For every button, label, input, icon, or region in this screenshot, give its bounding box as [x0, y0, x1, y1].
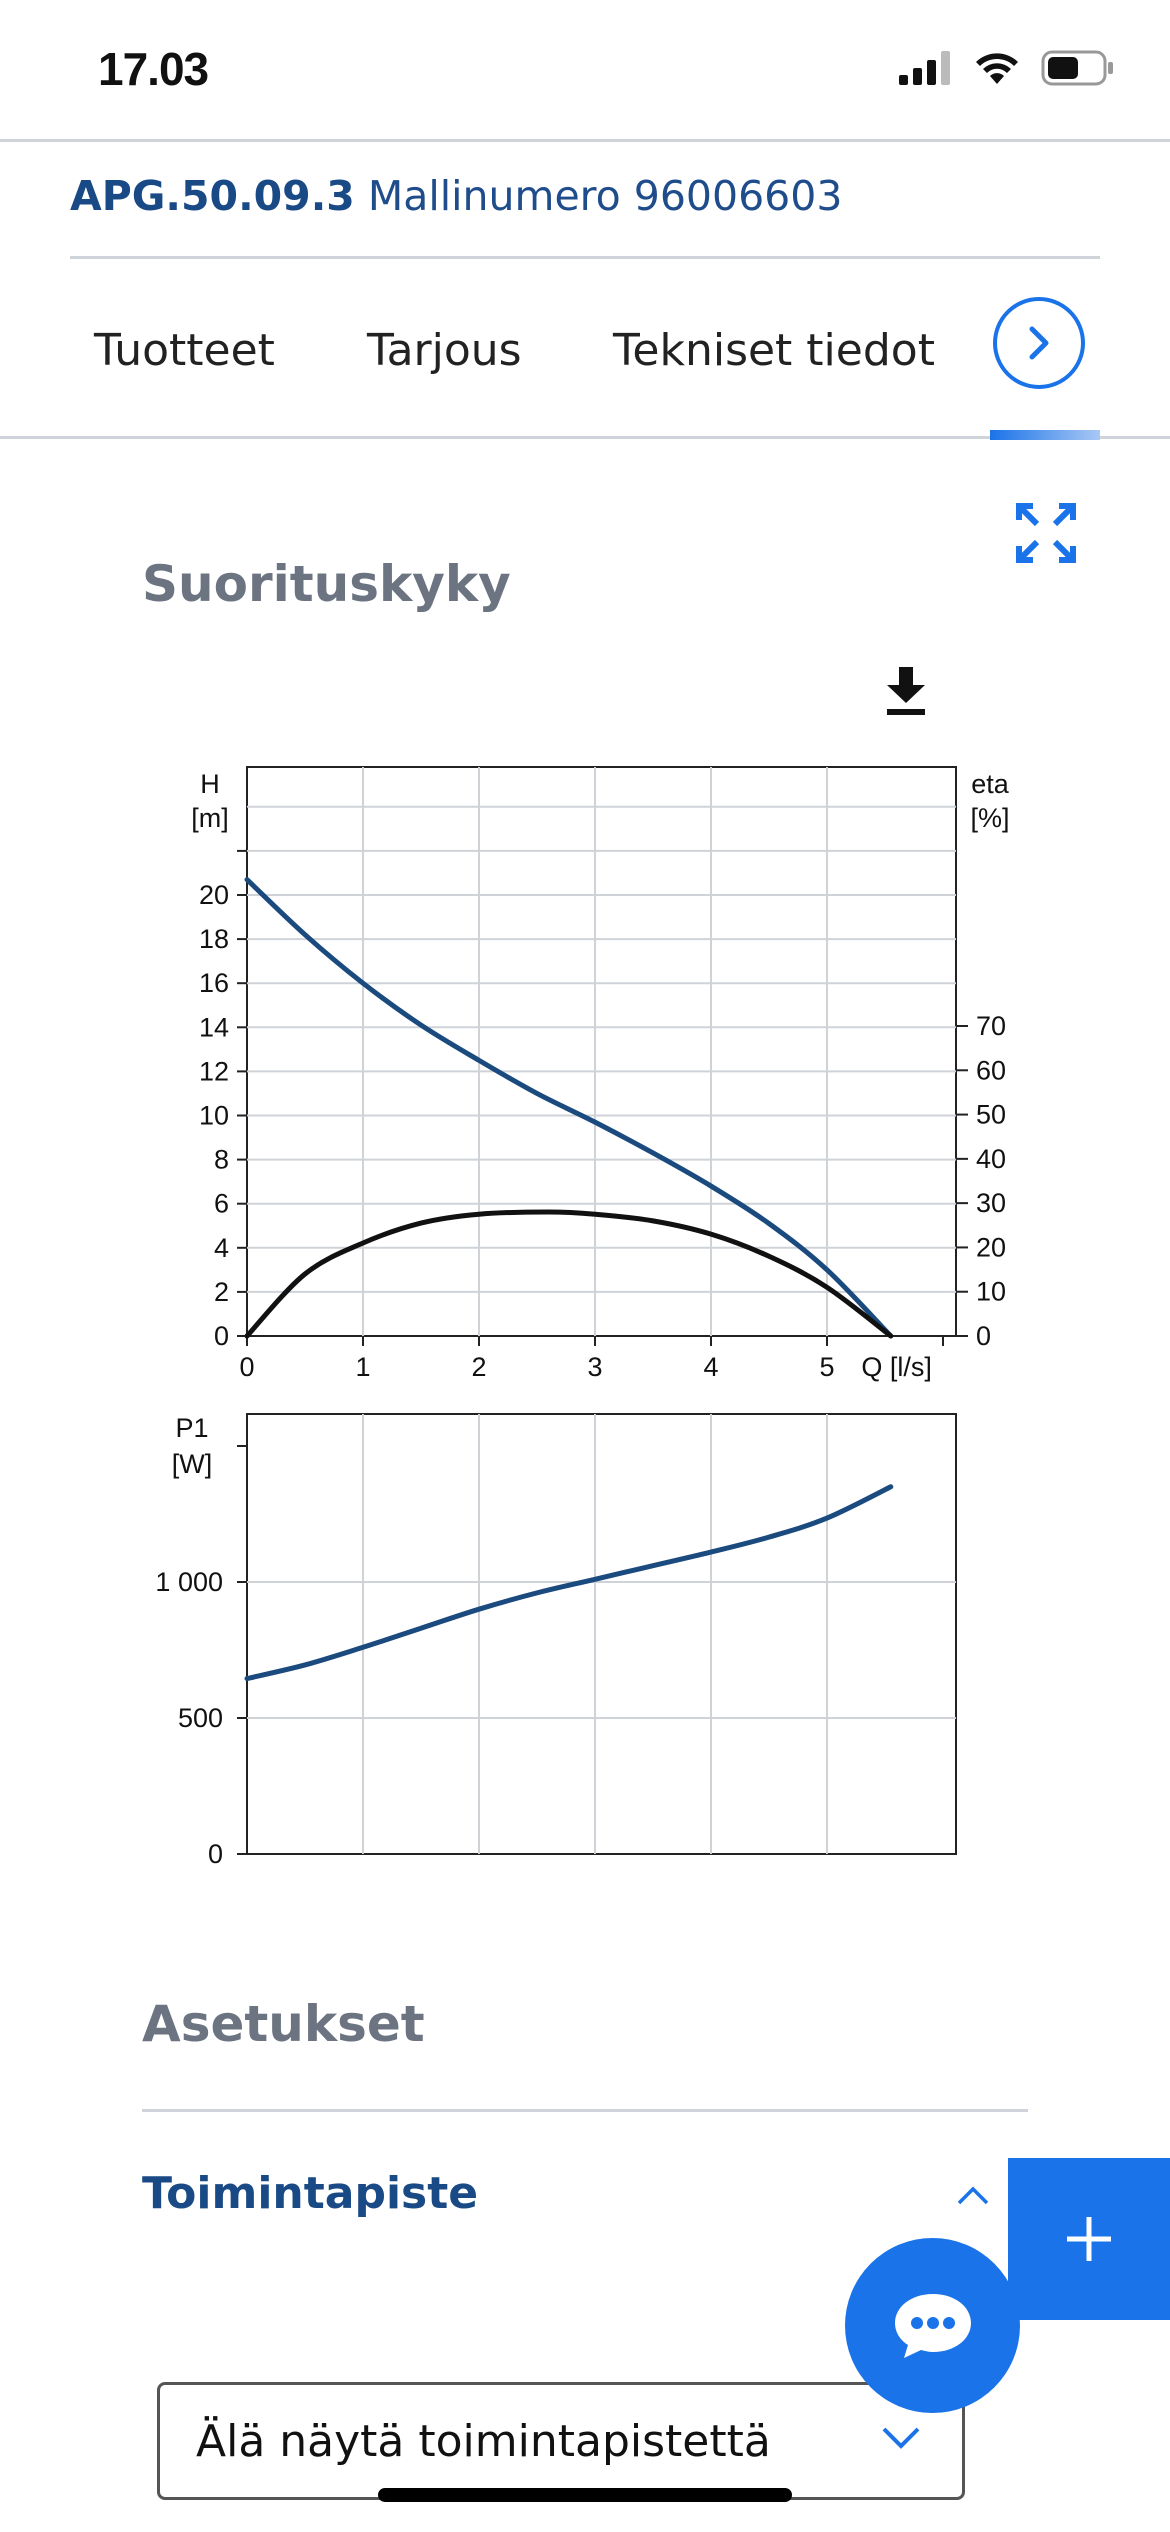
chart2-ytick-label: 0 [208, 1839, 223, 1869]
chart1-ytick-label: 6 [214, 1189, 229, 1219]
chart1-xtick-label: 3 [587, 1352, 602, 1382]
chart2-frame [246, 1413, 957, 1855]
chevron-right-icon [1029, 326, 1049, 360]
performance-title: Suorituskyky [142, 555, 511, 613]
chart1-y2label: eta [971, 769, 1010, 799]
product-name: APG.50.09.3 [70, 172, 355, 220]
chart1-ytick-label: 4 [214, 1233, 229, 1263]
chart2-power-curve [244, 1484, 894, 1682]
chart1-y2tick-label: 40 [976, 1144, 1006, 1174]
chevron-up-icon [957, 2186, 989, 2205]
chart1-y2tick-label: 30 [976, 1188, 1006, 1218]
tabs-next-button[interactable] [993, 297, 1085, 389]
chart1-xtick-label: 2 [471, 1352, 486, 1382]
download-button[interactable] [885, 665, 927, 721]
chart1-ytick-label: 2 [214, 1277, 229, 1307]
fullscreen-button[interactable] [1015, 502, 1077, 568]
download-icon [887, 667, 925, 715]
chart1-xtick-label: 1 [355, 1352, 370, 1382]
expand-icon [1016, 503, 1076, 563]
settings-divider [142, 2109, 1028, 2112]
chart2-ytick-label: 1 000 [155, 1567, 223, 1597]
wifi-icon [976, 53, 1018, 84]
select-value: Älä näytä toimintapistettä [196, 2415, 771, 2467]
operating-point-header[interactable]: Toimintapiste [142, 2168, 479, 2219]
chart1-xtick-label: 5 [819, 1352, 834, 1382]
chart1-y2tick-label: 70 [976, 1011, 1006, 1041]
chart1-y2tick-label: 60 [976, 1055, 1006, 1085]
chart1-y2tick-label: 10 [976, 1277, 1006, 1307]
chart1-y2tick-label: 20 [976, 1232, 1006, 1262]
chart1-xtick-label: 4 [703, 1352, 718, 1382]
accordion-toggle[interactable] [955, 2185, 991, 2211]
tabs-bottom-divider [0, 436, 1170, 439]
chart1-y2label-unit: [%] [970, 803, 1009, 833]
chart1-efficiency-curve [244, 1209, 894, 1339]
active-tab-indicator [990, 430, 1100, 440]
chart1-xtick-label: 0 [239, 1352, 254, 1382]
status-time: 17.03 [98, 43, 209, 95]
plus-icon [1067, 2217, 1111, 2261]
chat-button[interactable] [845, 2238, 1020, 2413]
battery-icon [1041, 50, 1113, 86]
settings-title: Asetukset [142, 1995, 425, 2053]
product-header: APG.50.09.3 Mallinumero 96006603 [70, 172, 842, 220]
tab-technical-data[interactable]: Tekniset tiedot [613, 325, 935, 376]
chevron-down-icon [882, 2427, 920, 2449]
header-divider [0, 139, 1170, 142]
operating-point-select[interactable]: Älä näytä toimintapistettä [157, 2382, 965, 2500]
chart1-ytick-label: 8 [214, 1145, 229, 1175]
chart1-ytick-label: 18 [199, 924, 229, 954]
chart1-ylabel: H [200, 769, 220, 799]
chart1-ytick-label: 16 [199, 968, 229, 998]
chat-bubble-icon [894, 2293, 971, 2358]
tab-offer[interactable]: Tarjous [367, 325, 522, 376]
chart1-y2tick-label: 0 [976, 1321, 991, 1351]
chart1-ytick-label: 10 [199, 1101, 229, 1131]
tab-products[interactable]: Tuotteet [94, 325, 275, 376]
chart1-frame [246, 766, 957, 1337]
chart1-ylabel-unit: [m] [191, 803, 229, 833]
chart2-ytick-label: 500 [178, 1703, 223, 1733]
model-number: Mallinumero 96006603 [367, 172, 843, 220]
status-icons [899, 50, 1115, 86]
chart1-ytick-label: 0 [214, 1321, 229, 1351]
chart2-ylabel-unit: [W] [172, 1449, 213, 1479]
signal-icon [899, 51, 950, 85]
add-button[interactable] [1008, 2158, 1170, 2320]
home-indicator [378, 2488, 792, 2502]
chart1-xlabel: Q [l/s] [861, 1352, 932, 1382]
chart1-head-curve [244, 877, 894, 1339]
tabs-top-divider [70, 256, 1100, 259]
chart1-ytick-label: 20 [199, 880, 229, 910]
chart1-ytick-label: 12 [199, 1056, 229, 1086]
chart1-ytick-label: 14 [199, 1012, 229, 1042]
chart1-y2tick-label: 50 [976, 1100, 1006, 1130]
chart2-ylabel: P1 [175, 1413, 208, 1443]
